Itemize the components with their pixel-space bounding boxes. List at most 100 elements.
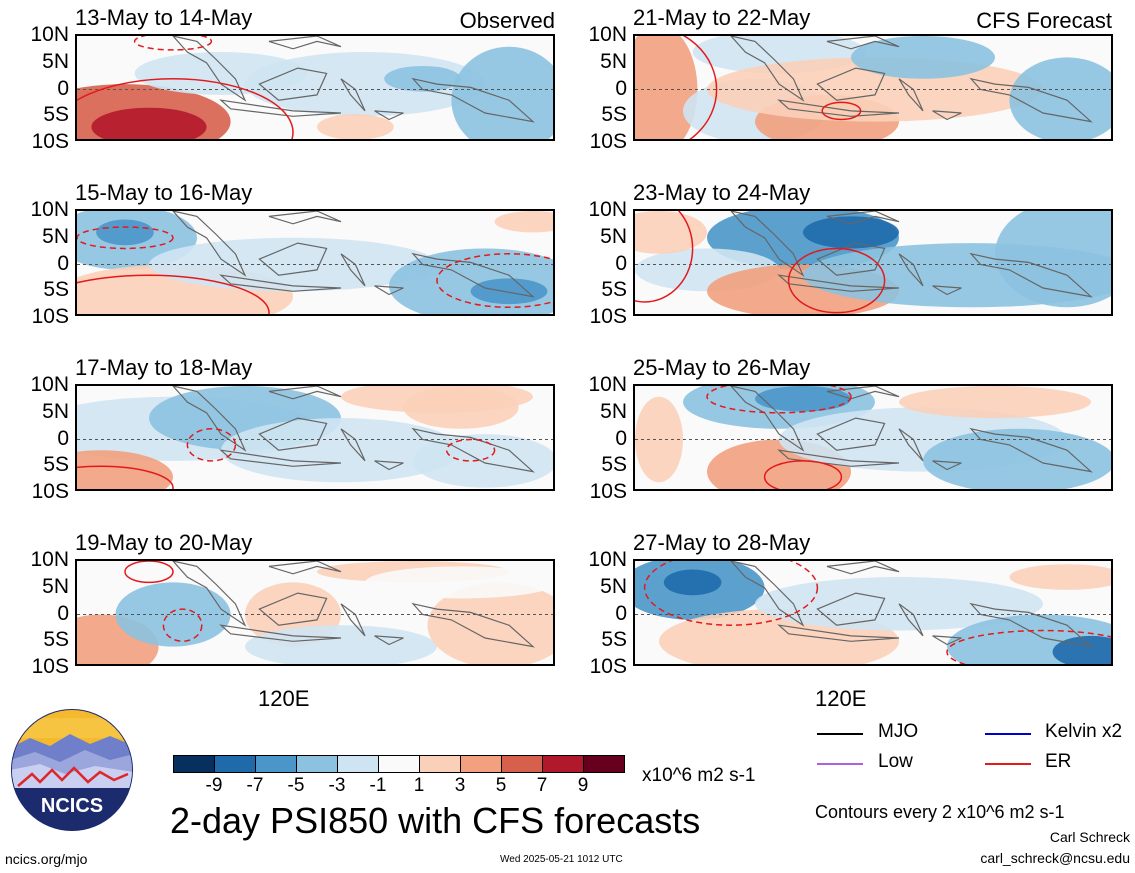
panel-title: 17-May to 18-May [75,355,253,380]
coastline [374,460,404,471]
colorbar-tick-label: -3 [328,775,346,796]
colorbar-swatch [501,755,543,773]
map-field [77,386,553,489]
anomaly-shading [851,36,995,79]
er-contour [186,428,237,462]
anomaly-shading [803,216,899,249]
coastline [172,386,247,452]
panel-title: 13-May to 14-May [75,5,253,30]
coastline [932,460,962,471]
coastline [816,67,886,101]
er-contour [124,561,174,584]
lat-label: 10S [589,655,627,678]
anomaly-shading [91,107,207,139]
er-contour [946,629,1111,664]
er-contour [77,78,294,139]
anomaly-shading [221,418,461,483]
er-contour [787,247,886,314]
coastline [777,99,900,117]
colorbar-swatch [542,755,584,773]
coastline [374,635,404,646]
anomaly-shading [245,625,437,664]
anomaly-shading [755,386,851,412]
anomaly-shading [384,65,461,92]
anomaly-shading [923,428,1111,489]
lon-label-right: 120E [815,686,867,711]
coastline [411,77,535,123]
lat-label: 10S [31,655,69,678]
coastline [730,36,805,102]
anomaly-shading [365,566,553,599]
lat-label: 5S [601,103,627,127]
anomaly-shading [494,211,553,233]
er-contour [133,36,213,51]
lat-label: 0 [615,251,627,275]
lat-label: 10N [588,23,627,46]
colorbar-swatch [173,755,215,773]
lat-label: 5S [601,628,627,652]
anomaly-shading [341,386,533,413]
coastline [258,592,328,626]
coastline [374,110,404,121]
lat-label: 10S [31,480,69,503]
coastline [258,417,328,451]
lat-label: 10S [589,305,627,328]
forecast-label: CFS Forecast [976,8,1112,33]
lat-label: 10N [30,198,69,221]
lat-label: 5S [43,278,69,302]
lat-label: 5N [600,224,627,248]
map-panel [633,384,1113,491]
lat-label: 5N [600,399,627,423]
panel-title: 27-May to 28-May [633,530,811,555]
anomaly-shading [96,219,154,246]
anomaly-shading [663,569,722,596]
er-contour [436,253,553,309]
panel-title: 21-May to 22-May [633,5,811,30]
er-contour [643,561,819,626]
colorbar-swatch [255,755,297,773]
lat-label: 10N [588,373,627,396]
coastline [826,386,900,400]
lat-label: 10S [31,130,69,153]
legend-label-mjo: MJO [878,721,919,742]
er-contour [706,386,852,414]
anomaly-shading [317,114,394,139]
coastline [172,36,247,102]
colorbar-tick-label: 5 [495,775,507,796]
coastline [969,77,1093,123]
map-panel [633,559,1113,666]
lat-label: 10N [588,198,627,221]
map-field [77,211,553,314]
coastline [826,561,900,575]
panel-title: 15-May to 16-May [75,180,253,205]
lat-label: 10S [589,480,627,503]
colorbar-tick-label: -9 [205,775,223,796]
coastline [777,274,900,292]
er-contour [763,460,843,489]
coastline [411,602,535,648]
legend-line-low [817,763,863,765]
map-field [635,211,1111,314]
colorbar-tick-label: -1 [369,775,387,796]
map-field [635,561,1111,664]
map-panel [75,559,555,666]
colorbar-tick-label: -5 [287,775,305,796]
anomaly-shading [413,434,553,488]
lat-label: 10N [30,23,69,46]
lat-label: 0 [57,426,69,450]
legend-line-er [985,763,1031,765]
lat-label: 0 [57,76,69,100]
ncics-logo: NCICS [11,709,133,831]
lat-label: 10N [30,548,69,571]
panel-title: 25-May to 26-May [633,355,811,380]
colorbar-units: x10^6 m2 s-1 [642,765,756,786]
colorbar-tick-label: 7 [536,775,548,796]
lat-label: 0 [57,251,69,275]
map-panel [75,209,555,316]
colorbar-swatch [214,755,256,773]
coastline [219,624,342,642]
panel-title: 19-May to 20-May [75,530,253,555]
map-field [635,386,1111,489]
contour-note: Contours every 2 x10^6 m2 s-1 [815,802,1065,822]
map-field [77,561,553,664]
